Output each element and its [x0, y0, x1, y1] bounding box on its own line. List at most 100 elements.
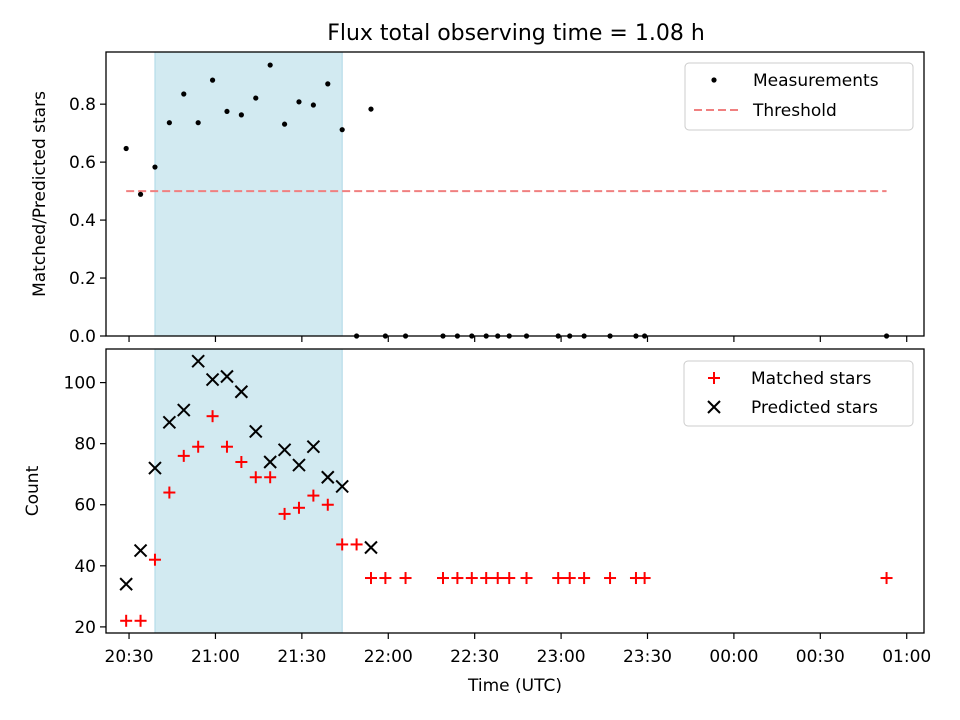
predicted-point: [191, 354, 205, 368]
measurement-point: [209, 77, 216, 83]
matched-point: [134, 614, 147, 627]
y-tick-label: 80: [74, 435, 96, 455]
measurement-point: [339, 127, 345, 133]
measurement-point: [325, 81, 331, 87]
matched-point: [177, 449, 190, 462]
y-tick-label: 40: [74, 557, 96, 577]
top-y-axis: 0.0 0.2 0.4 0.6 0.8: [69, 95, 106, 347]
measurement-point: [224, 108, 230, 115]
bottom-shaded-region: [154, 348, 343, 634]
x-tick-label: 21:30: [277, 647, 326, 667]
measurement-point: [368, 106, 374, 112]
matched-point: [520, 572, 533, 585]
matched-point: [491, 572, 504, 585]
y-tick-label: 0.4: [69, 211, 96, 231]
x-tick-label: 00:00: [709, 647, 758, 667]
measurement-point: [123, 145, 129, 152]
matched-point: [552, 572, 565, 585]
predicted-point: [162, 415, 177, 429]
measurement-point: [253, 95, 259, 101]
top-x-ticks: [128, 336, 908, 342]
matched-point: [638, 572, 651, 585]
matched-point: [321, 498, 334, 511]
top-legend: Measurements Threshold: [684, 62, 914, 131]
matched-point: [503, 572, 516, 585]
y-tick-label: 0.6: [69, 153, 96, 173]
measurement-point: [281, 121, 288, 127]
predicted-point: [205, 372, 220, 387]
x-tick-label: 01:00: [882, 647, 931, 667]
matched-point: [249, 471, 262, 484]
matched-point: [578, 572, 591, 585]
legend-threshold-label: Threshold: [752, 101, 837, 121]
measurement-point: [152, 164, 158, 170]
x-tick-label: 22:30: [450, 647, 499, 667]
matched-point: [336, 538, 349, 551]
legend-predicted-marker: [707, 400, 721, 414]
matched-point: [192, 440, 205, 453]
matched-point: [148, 553, 161, 566]
y-tick-label: 0.8: [69, 95, 96, 115]
predicted-point: [364, 540, 378, 555]
measurement-point: [296, 99, 302, 105]
matched-point: [220, 440, 233, 453]
observing-window: [154, 51, 343, 337]
predicted-point: [263, 455, 277, 469]
y-tick-label: 60: [74, 496, 96, 516]
x-tick-label: 22:00: [364, 647, 413, 667]
observing-window: [154, 348, 343, 634]
predicted-point: [177, 403, 191, 417]
predicted-point: [292, 458, 306, 472]
matched-point: [563, 572, 576, 585]
measurement-point: [166, 120, 172, 126]
x-axis-label: Time (UTC): [467, 676, 562, 696]
legend-measurements-label: Measurements: [753, 71, 879, 91]
matched-point: [120, 614, 133, 627]
matched-point: [264, 471, 277, 484]
x-tick-label: 23:00: [537, 647, 586, 667]
y-tick-label: 100: [64, 374, 96, 394]
top-shaded-region: [154, 51, 343, 337]
bottom-plot-frame: [105, 348, 925, 634]
measurement-point: [267, 62, 273, 68]
predicted-point: [249, 424, 263, 439]
chart-title: Flux total observing time = 1.08 h: [327, 21, 705, 46]
bottom-legend: Matched stars Predicted stars: [683, 360, 914, 427]
predicted-point: [306, 440, 321, 454]
matched-point: [880, 572, 893, 585]
top-legend-box: [684, 62, 914, 131]
measurement-point: [137, 191, 144, 197]
x-tick-label: 21:00: [191, 647, 240, 667]
y-tick-label: 0.0: [69, 327, 96, 347]
x-tick-label: 20:30: [105, 647, 154, 667]
legend-matched-label: Matched stars: [751, 369, 871, 389]
y-tick-label: 0.2: [69, 269, 96, 289]
predicted-point: [148, 461, 162, 475]
matched-point: [307, 489, 320, 502]
predicted-point: [335, 479, 349, 494]
predicted-point: [119, 577, 133, 591]
matched-point: [604, 572, 617, 585]
bottom-panel: 20 40 60 80 100 20:30 21:00 21:30 22:00 22:30 23:…: [23, 348, 931, 696]
predicted-point: [234, 385, 249, 399]
matched-point: [399, 572, 412, 585]
predicted-point: [133, 543, 148, 558]
matched-point: [350, 538, 363, 551]
predicted-point: [321, 470, 335, 484]
predicted-point: [277, 443, 292, 457]
predicted-point: [220, 369, 234, 384]
measurement-point: [195, 120, 201, 126]
matched-point: [436, 572, 449, 585]
bottom-legend-box: [683, 360, 914, 427]
matched-point: [480, 572, 493, 585]
matched-point: [451, 572, 464, 585]
top-plot-frame: [105, 51, 925, 337]
measurement-point: [238, 112, 244, 118]
matched-point: [163, 486, 176, 499]
top-panel: 0.00.20.40.60.8 Matched/Predicted stars …: [30, 51, 925, 347]
matched-point: [235, 455, 248, 468]
matched-point: [292, 501, 305, 514]
bottom-y-axis-label: Count: [23, 465, 43, 516]
measurement-point: [181, 91, 187, 97]
